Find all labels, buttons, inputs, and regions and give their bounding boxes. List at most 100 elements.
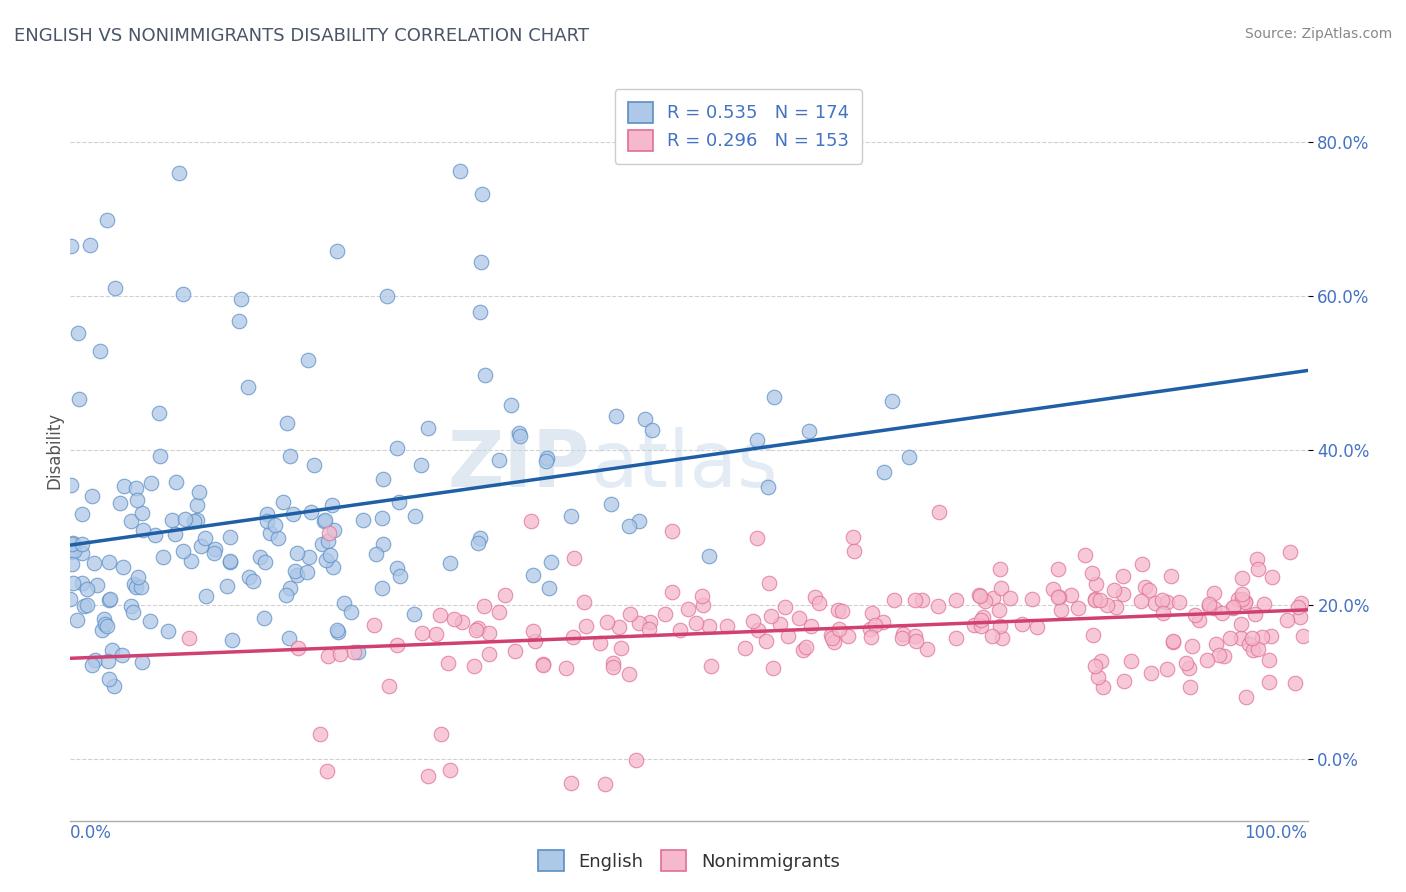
Point xyxy=(465,623,488,637)
Point xyxy=(1160,569,1182,583)
Point xyxy=(371,581,394,595)
Point xyxy=(1260,628,1282,642)
Point xyxy=(690,589,713,603)
Point xyxy=(82,490,104,504)
Point xyxy=(1234,594,1257,608)
Point xyxy=(692,598,714,612)
Point xyxy=(463,659,485,673)
Point xyxy=(596,615,619,629)
Point xyxy=(385,638,408,652)
Point xyxy=(756,480,779,494)
Point xyxy=(494,588,516,602)
Point xyxy=(897,450,920,465)
Point xyxy=(371,537,394,551)
Point xyxy=(641,424,664,438)
Point xyxy=(520,514,543,528)
Point xyxy=(297,353,319,368)
Point xyxy=(97,555,120,569)
Point xyxy=(86,577,108,591)
Point xyxy=(915,641,938,656)
Point xyxy=(637,622,659,636)
Point xyxy=(179,631,201,645)
Point xyxy=(1286,600,1309,615)
Point xyxy=(425,627,447,641)
Point xyxy=(1047,591,1070,605)
Point xyxy=(823,635,845,649)
Point xyxy=(217,579,239,593)
Point xyxy=(1042,582,1064,596)
Point xyxy=(97,654,120,668)
Point xyxy=(745,532,768,546)
Point xyxy=(503,644,526,658)
Point xyxy=(470,305,492,319)
Point xyxy=(1279,545,1302,559)
Point xyxy=(697,549,720,563)
Point xyxy=(522,568,544,582)
Point xyxy=(165,475,187,489)
Point xyxy=(1140,666,1163,681)
Point xyxy=(1226,591,1249,606)
Point xyxy=(624,753,647,767)
Point xyxy=(439,556,461,570)
Point xyxy=(60,239,83,253)
Point xyxy=(318,549,340,563)
Point xyxy=(202,546,225,560)
Point xyxy=(312,514,335,528)
Point xyxy=(249,550,271,565)
Point xyxy=(238,379,260,393)
Point xyxy=(969,590,991,604)
Point xyxy=(1213,649,1236,664)
Point xyxy=(990,619,1012,633)
Point xyxy=(619,607,641,621)
Point xyxy=(314,513,336,527)
Point xyxy=(187,484,209,499)
Point xyxy=(316,533,339,548)
Point xyxy=(416,421,439,435)
Point xyxy=(967,588,990,602)
Point xyxy=(1230,571,1253,585)
Point xyxy=(747,623,769,637)
Point xyxy=(194,589,217,603)
Point xyxy=(451,615,474,629)
Point xyxy=(190,539,212,553)
Point xyxy=(62,576,84,591)
Point xyxy=(1202,586,1225,600)
Point xyxy=(1277,613,1299,627)
Point xyxy=(139,614,162,628)
Point xyxy=(910,592,932,607)
Point xyxy=(1188,613,1211,627)
Point xyxy=(204,541,226,556)
Point xyxy=(333,596,356,610)
Point xyxy=(575,619,598,633)
Point xyxy=(443,612,465,626)
Point xyxy=(96,619,118,633)
Point xyxy=(1198,599,1220,613)
Point xyxy=(83,556,105,570)
Point xyxy=(132,523,155,537)
Point xyxy=(478,647,501,661)
Point xyxy=(131,506,153,520)
Point xyxy=(1247,642,1270,657)
Point xyxy=(572,595,595,609)
Point xyxy=(1244,607,1267,621)
Point xyxy=(238,570,260,584)
Point xyxy=(1208,648,1230,662)
Point xyxy=(172,544,194,558)
Point xyxy=(1074,549,1097,563)
Point xyxy=(474,368,496,383)
Point xyxy=(1292,629,1315,643)
Point xyxy=(1205,637,1227,651)
Point xyxy=(537,581,560,595)
Point xyxy=(605,409,627,424)
Point xyxy=(1050,602,1073,616)
Point xyxy=(322,559,344,574)
Point xyxy=(1156,662,1178,676)
Point xyxy=(125,580,148,594)
Point xyxy=(285,545,308,559)
Point xyxy=(1059,588,1081,602)
Point xyxy=(63,543,86,558)
Point xyxy=(163,527,186,541)
Point xyxy=(70,537,93,551)
Point xyxy=(1178,661,1201,675)
Point xyxy=(1184,607,1206,622)
